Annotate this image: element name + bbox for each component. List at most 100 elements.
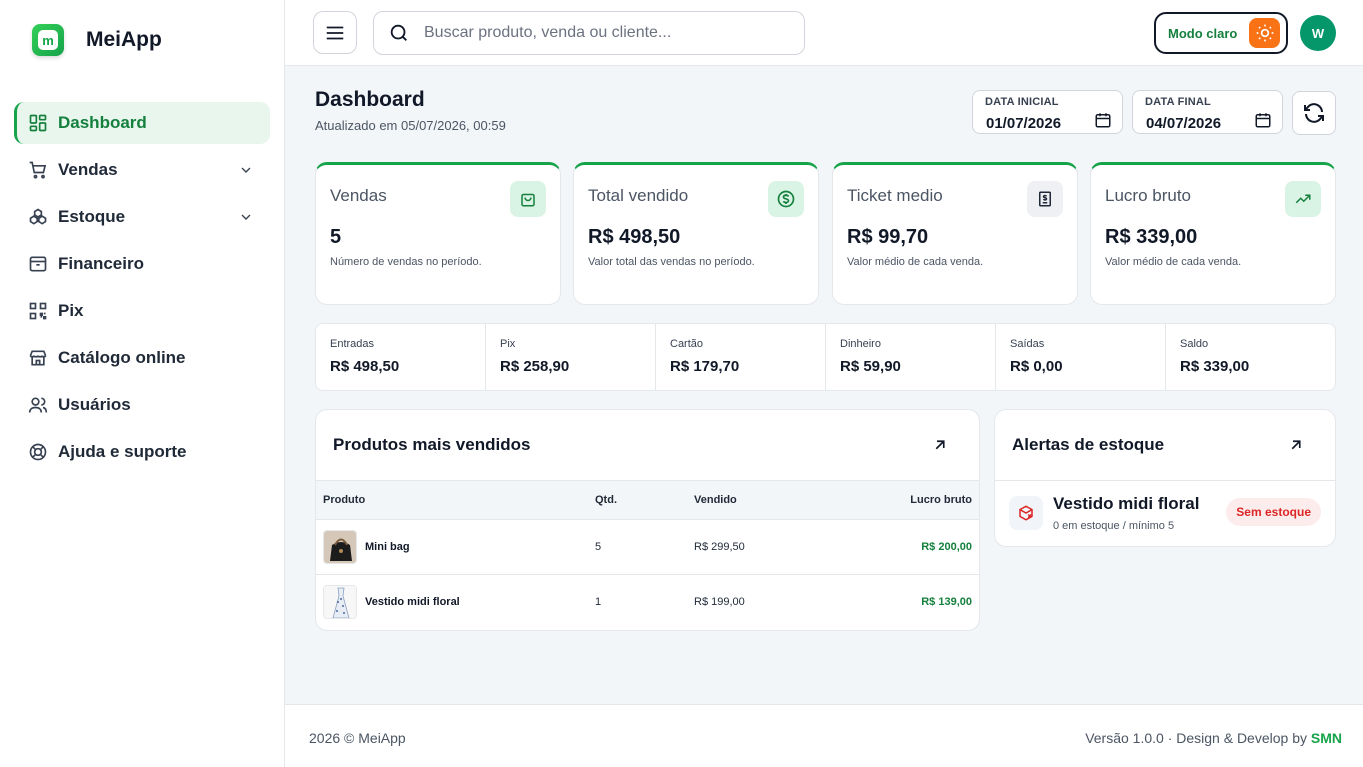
panel-header: Alertas de estoque xyxy=(995,410,1335,481)
dashboard-grid-icon xyxy=(28,113,48,133)
arrow-up-right-icon[interactable] xyxy=(1287,436,1305,454)
panel-title: Produtos mais vendidos xyxy=(333,435,531,454)
qr-code-icon xyxy=(28,301,48,321)
sun-icon xyxy=(1249,18,1280,48)
calendar-icon[interactable] xyxy=(1094,111,1112,129)
sidebar-item-vendas[interactable]: Vendas xyxy=(14,149,270,191)
summary-value: R$ 258,90 xyxy=(500,358,570,375)
sidebar-item-estoque[interactable]: Estoque xyxy=(14,196,270,238)
archive-icon xyxy=(28,254,48,274)
stat-card-lucro-bruto: Lucro bruto R$ 339,00 Valor médio de cad… xyxy=(1090,162,1336,305)
stat-card-vendas: Vendas 5 Número de vendas no período. xyxy=(315,162,561,305)
store-icon xyxy=(28,348,48,368)
column-header-vendido[interactable]: Vendido xyxy=(694,494,737,506)
chevron-down-icon[interactable] xyxy=(238,209,254,225)
package-x-icon xyxy=(1009,496,1043,530)
sidebar-item-catalogo[interactable]: Catálogo online xyxy=(14,337,270,379)
summary-saidas: Saídas R$ 0,00 xyxy=(996,324,1166,390)
receipt-icon xyxy=(1027,181,1063,217)
summary-entradas: Entradas R$ 498,50 xyxy=(316,324,486,390)
dollar-circle-icon xyxy=(768,181,804,217)
sidebar-item-usuarios[interactable]: Usuários xyxy=(14,384,270,426)
table-row[interactable]: Vestido midi floral 1 R$ 199,00 R$ 139,0… xyxy=(316,575,979,630)
product-thumbnail-bag xyxy=(323,530,357,564)
footer: 2026 © MeiApp Versão 1.0.0 · Design & De… xyxy=(285,704,1363,767)
stat-description: Valor médio de cada venda. xyxy=(1105,256,1242,268)
hamburger-icon xyxy=(326,26,344,39)
stat-description: Valor total das vendas no período. xyxy=(588,256,755,268)
search-input[interactable] xyxy=(424,24,784,42)
panel-title: Alertas de estoque xyxy=(1012,435,1165,454)
panel-header: Produtos mais vendidos xyxy=(316,410,979,481)
search-box[interactable] xyxy=(373,11,805,55)
summary-value: R$ 179,70 xyxy=(670,358,740,375)
column-header-lucro[interactable]: Lucro bruto xyxy=(910,494,972,506)
refresh-button[interactable] xyxy=(1292,91,1336,135)
summary-value: R$ 498,50 xyxy=(330,358,400,375)
sidebar-item-label: Ajuda e suporte xyxy=(58,442,187,461)
stat-title: Ticket medio xyxy=(847,186,943,205)
cart-icon xyxy=(28,160,48,180)
end-date-field[interactable]: DATA FINAL 04/07/2026 xyxy=(1132,90,1283,134)
sidebar-item-label: Vendas xyxy=(58,160,118,179)
summary-cartao: Cartão R$ 179,70 xyxy=(656,324,826,390)
stat-description: Número de vendas no período. xyxy=(330,256,482,268)
stat-value: R$ 498,50 xyxy=(588,226,681,248)
stock-alert-item[interactable]: Vestido midi floral 0 em estoque / mínim… xyxy=(995,481,1335,546)
sidebar-item-label: Dashboard xyxy=(58,113,147,132)
boxes-icon xyxy=(28,207,48,227)
refresh-icon xyxy=(1304,103,1324,123)
calendar-icon[interactable] xyxy=(1254,111,1272,129)
summary-value: R$ 0,00 xyxy=(1010,358,1063,375)
table-header: Produto Qtd. Vendido Lucro bruto xyxy=(316,481,979,520)
page-title: Dashboard xyxy=(315,88,425,111)
sidebar-item-label: Pix xyxy=(58,301,84,320)
stock-alerts-panel: Alertas de estoque Vestido midi floral 0… xyxy=(994,409,1336,547)
column-header-produto[interactable]: Produto xyxy=(323,494,366,506)
stat-card-ticket-medio: Ticket medio R$ 99,70 Valor médio de cad… xyxy=(832,162,1078,305)
product-qty: 1 xyxy=(595,596,602,608)
stat-value: 5 xyxy=(330,226,342,248)
arrow-up-right-icon[interactable] xyxy=(931,436,949,454)
sidebar-item-label: Financeiro xyxy=(58,254,144,273)
menu-toggle-button[interactable] xyxy=(313,11,357,54)
product-sold: R$ 199,00 xyxy=(694,596,745,608)
summary-label: Saídas xyxy=(1010,338,1045,350)
brand[interactable]: m MeiApp xyxy=(32,24,162,56)
summary-label: Saldo xyxy=(1180,338,1209,350)
stat-card-total-vendido: Total vendido R$ 498,50 Valor total das … xyxy=(573,162,819,305)
product-name: Mini bag xyxy=(365,541,410,553)
stat-title: Total vendido xyxy=(588,186,689,205)
footer-brand-link[interactable]: SMN xyxy=(1310,730,1342,746)
sidebar-item-dashboard[interactable]: Dashboard xyxy=(14,102,270,144)
sidebar-item-pix[interactable]: Pix xyxy=(14,290,270,332)
product-qty: 5 xyxy=(595,541,602,553)
sidebar-item-ajuda[interactable]: Ajuda e suporte xyxy=(14,431,270,473)
summary-saldo: Saldo R$ 339,00 xyxy=(1166,324,1335,390)
theme-toggle-button[interactable]: Modo claro xyxy=(1154,12,1288,54)
column-header-qtd[interactable]: Qtd. xyxy=(595,494,617,506)
footer-credits: Versão 1.0.0 · Design & Develop by SMN xyxy=(1085,730,1342,746)
end-date-label: DATA FINAL xyxy=(1145,96,1211,108)
end-date-value: 04/07/2026 xyxy=(1146,115,1222,132)
footer-copyright: 2026 © MeiApp xyxy=(309,730,406,746)
lifebuoy-icon xyxy=(28,442,48,462)
product-profit: R$ 139,00 xyxy=(921,596,972,608)
table-row[interactable]: Mini bag 5 R$ 299,50 R$ 200,00 xyxy=(316,520,979,575)
stat-value: R$ 339,00 xyxy=(1105,226,1198,248)
search-icon xyxy=(390,24,407,41)
theme-toggle-label: Modo claro xyxy=(1168,25,1238,41)
start-date-value: 01/07/2026 xyxy=(986,115,1062,132)
summary-label: Cartão xyxy=(670,338,704,350)
chevron-down-icon[interactable] xyxy=(238,162,254,178)
summary-label: Pix xyxy=(500,338,516,350)
alert-product-name: Vestido midi floral xyxy=(1053,494,1200,513)
footer-version: Versão 1.0.0 · Design & Develop by xyxy=(1085,730,1307,746)
user-avatar[interactable]: W xyxy=(1300,15,1336,51)
summary-pix: Pix R$ 258,90 xyxy=(486,324,656,390)
start-date-field[interactable]: DATA INICIAL 01/07/2026 xyxy=(972,90,1123,134)
app-name: MeiApp xyxy=(86,28,162,51)
sidebar-item-label: Catálogo online xyxy=(58,348,186,367)
start-date-label: DATA INICIAL xyxy=(985,96,1059,108)
sidebar-item-financeiro[interactable]: Financeiro xyxy=(14,243,270,285)
